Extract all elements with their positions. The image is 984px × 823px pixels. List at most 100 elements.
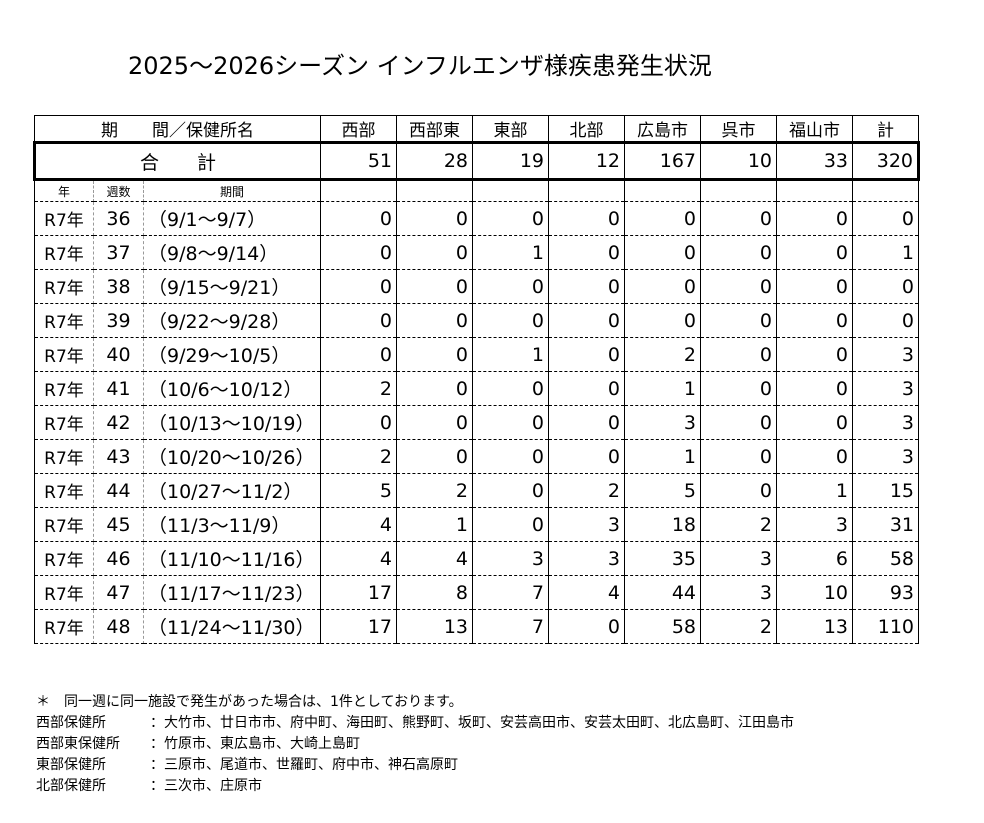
value-cell: 0 (320, 269, 397, 304)
value-cell: 58 (624, 609, 701, 644)
period-cell: （10/27～11/2） (143, 473, 321, 508)
week-cell: 40 (93, 337, 144, 372)
week-cell: 39 (93, 303, 144, 338)
year-cell: R7年 (34, 235, 94, 270)
value-cell: 0 (396, 337, 473, 372)
value-cell: 0 (320, 201, 397, 236)
value-cell: 0 (700, 439, 777, 474)
value-cell: 2 (320, 439, 397, 474)
notes: ＊ 同一週に同一施設で発生があった場合は、1件としております。 西部保健所 ：大竹… (36, 692, 794, 797)
value-cell: 0 (776, 303, 853, 338)
area-value: ：三原市、尾道市、世羅町、府中市、神石高原町 (150, 757, 458, 773)
value-cell: 0 (396, 269, 473, 304)
col-header: 呉市 (700, 115, 777, 143)
influenza-table: 期 間／保健所名 西部 西部東 東部 北部 広島市 呉市 福山市 計 合 計 5… (33, 115, 920, 644)
period-cell: （11/10～11/16） (143, 541, 321, 576)
col-header: 計 (852, 115, 919, 143)
value-cell: 3 (548, 507, 625, 542)
value-cell: 0 (700, 473, 777, 508)
year-cell: R7年 (34, 405, 94, 440)
area-value: ：大竹市、廿日市市、府中町、海田町、熊野町、坂町、安芸高田市、安芸太田町、北広島… (150, 715, 794, 731)
value-cell: 3 (852, 439, 919, 474)
value-cell: 0 (320, 303, 397, 338)
total-label: 合 計 (33, 141, 321, 181)
year-cell: R7年 (34, 541, 94, 576)
year-cell: R7年 (34, 337, 94, 372)
area-value: ：竹原市、東広島市、大崎上島町 (150, 736, 360, 752)
value-cell: 0 (548, 609, 625, 644)
footnote: ＊ 同一週に同一施設で発生があった場合は、1件としております。 (36, 694, 463, 710)
value-cell: 0 (396, 235, 473, 270)
week-cell: 37 (93, 235, 144, 270)
value-cell: 0 (472, 507, 549, 542)
value-cell: 0 (548, 337, 625, 372)
period-cell: （9/22～9/28） (143, 303, 321, 338)
value-cell: 0 (548, 269, 625, 304)
value-cell: 0 (396, 405, 473, 440)
value-cell: 0 (776, 337, 853, 372)
col-header: 広島市 (624, 115, 701, 143)
value-cell: 3 (852, 337, 919, 372)
value-cell: 0 (776, 439, 853, 474)
value-cell: 0 (700, 337, 777, 372)
value-cell: 0 (396, 371, 473, 406)
area-label: 北部保健所 (36, 778, 106, 794)
week-cell: 44 (93, 473, 144, 508)
value-cell: 0 (776, 269, 853, 304)
value-cell: 0 (472, 303, 549, 338)
value-cell: 3 (624, 405, 701, 440)
value-cell: 3 (852, 405, 919, 440)
period-cell: （10/20～10/26） (143, 439, 321, 474)
value-cell: 5 (624, 473, 701, 508)
year-cell: R7年 (34, 507, 94, 542)
year-cell: R7年 (34, 609, 94, 644)
value-cell: 0 (700, 201, 777, 236)
value-cell: 1 (472, 337, 549, 372)
value-cell: 0 (472, 405, 549, 440)
table-row: R7年 41 （10/6～10/12） 2 0 0 0 1 0 0 3 (34, 371, 919, 406)
week-cell: 42 (93, 405, 144, 440)
col-header: 西部 (320, 115, 397, 143)
col-header: 西部東 (396, 115, 473, 143)
value-cell: 4 (548, 575, 625, 610)
period-cell: （10/13～10/19） (143, 405, 321, 440)
value-cell: 0 (472, 269, 549, 304)
week-cell: 48 (93, 609, 144, 644)
week-cell: 36 (93, 201, 144, 236)
value-cell: 0 (700, 371, 777, 406)
table-row: R7年 36 （9/1～9/7） 0 0 0 0 0 0 0 0 (34, 201, 919, 236)
value-cell: 0 (852, 269, 919, 304)
area-label: 東部保健所 (36, 757, 106, 773)
period-cell: （9/29～10/5） (143, 337, 321, 372)
total-cell: 12 (548, 141, 625, 181)
value-cell: 0 (396, 201, 473, 236)
week-cell: 38 (93, 269, 144, 304)
total-cell: 33 (776, 141, 853, 181)
area-note: 東部保健所 ：三原市、尾道市、世羅町、府中市、神石高原町 (36, 755, 794, 776)
value-cell: 3 (776, 507, 853, 542)
value-cell: 3 (548, 541, 625, 576)
col-header: 福山市 (776, 115, 853, 143)
value-cell: 5 (320, 473, 397, 508)
value-cell: 1 (624, 371, 701, 406)
value-cell: 2 (548, 473, 625, 508)
value-cell: 2 (624, 337, 701, 372)
table-row: R7年 40 （9/29～10/5） 0 0 1 0 2 0 0 3 (34, 337, 919, 372)
col-header: 東部 (472, 115, 549, 143)
week-cell: 43 (93, 439, 144, 474)
table-row: R7年 46 （11/10～11/16） 4 4 3 3 35 3 6 58 (34, 541, 919, 576)
value-cell: 1 (776, 473, 853, 508)
value-cell: 0 (548, 405, 625, 440)
value-cell: 3 (700, 575, 777, 610)
area-label: 西部保健所 (36, 715, 106, 731)
value-cell: 93 (852, 575, 919, 610)
value-cell: 2 (320, 371, 397, 406)
total-cell: 10 (700, 141, 777, 181)
week-cell: 46 (93, 541, 144, 576)
value-cell: 0 (700, 405, 777, 440)
area-label: 西部東保健所 (36, 736, 120, 752)
value-cell: 1 (472, 235, 549, 270)
value-cell: 7 (472, 575, 549, 610)
year-cell: R7年 (34, 269, 94, 304)
value-cell: 17 (320, 609, 397, 644)
